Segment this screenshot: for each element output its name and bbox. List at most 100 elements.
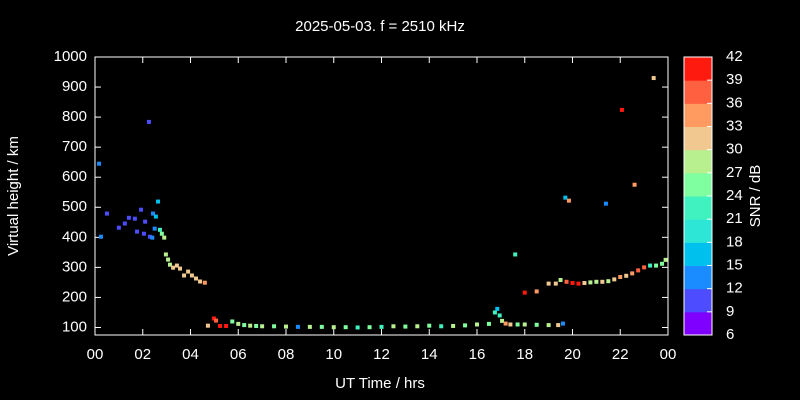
- colorbar-tick-label: 27: [726, 164, 743, 181]
- point: [594, 279, 599, 284]
- point: [603, 201, 608, 206]
- point: [319, 324, 324, 329]
- colorbar-tick-label: 24: [726, 187, 743, 204]
- point: [463, 323, 468, 328]
- x-tick-label: 08: [278, 346, 295, 363]
- y-tick-label: 600: [62, 168, 87, 185]
- point: [391, 324, 396, 329]
- colorbar-band: [684, 172, 712, 197]
- point: [242, 323, 247, 328]
- point: [211, 316, 216, 321]
- point: [284, 324, 288, 329]
- colorbar-band: [684, 196, 712, 220]
- colorbar-band: [684, 219, 712, 243]
- y-tick-label: 400: [62, 228, 87, 245]
- point: [560, 321, 565, 326]
- point: [174, 263, 179, 268]
- point: [198, 279, 203, 284]
- point: [534, 289, 539, 294]
- point: [254, 323, 259, 328]
- point: [177, 266, 182, 271]
- point: [630, 271, 635, 276]
- point: [522, 290, 527, 295]
- y-tick-label: 1000: [54, 48, 87, 65]
- y-tick-label: 800: [62, 108, 87, 125]
- colorbar-band: [684, 57, 712, 81]
- point: [97, 161, 102, 166]
- colorbar-tick-label: 30: [726, 141, 743, 158]
- colorbar-tick-label: 18: [726, 233, 743, 250]
- colorbar-tick-label: 21: [726, 210, 743, 227]
- y-tick-label: 100: [62, 318, 87, 335]
- point: [116, 225, 121, 230]
- point: [636, 268, 641, 273]
- point: [612, 277, 617, 282]
- point: [632, 182, 637, 187]
- point: [331, 325, 336, 330]
- x-tick-label: 00: [660, 346, 677, 363]
- point: [415, 324, 420, 329]
- colorbar-band: [684, 242, 712, 266]
- x-tick-label: 16: [469, 346, 486, 363]
- colorbar-label: SNR / dB: [747, 165, 764, 228]
- point: [660, 261, 665, 266]
- point: [171, 265, 176, 270]
- colorbar-tick-label: 9: [726, 303, 734, 320]
- point: [135, 229, 140, 234]
- point: [534, 322, 539, 327]
- point: [582, 281, 587, 286]
- point: [141, 231, 146, 236]
- point: [224, 323, 229, 328]
- point: [146, 119, 151, 124]
- colorbar-tick-label: 6: [726, 326, 734, 343]
- point: [451, 323, 456, 328]
- point: [236, 321, 241, 326]
- point: [606, 279, 611, 284]
- y-tick-label: 200: [62, 288, 87, 305]
- y-tick-label: 300: [62, 258, 87, 275]
- x-tick-label: 12: [373, 346, 390, 363]
- x-tick-label: 22: [612, 346, 629, 363]
- point: [379, 324, 384, 329]
- colorbar-band: [684, 311, 712, 336]
- point: [159, 231, 164, 236]
- x-tick-label: 20: [564, 346, 581, 363]
- colorbar-band: [684, 80, 712, 104]
- point: [151, 211, 156, 216]
- colorbar-band: [684, 265, 712, 290]
- point: [588, 280, 593, 285]
- point: [205, 323, 210, 328]
- point: [152, 226, 157, 231]
- colorbar-tick-label: 36: [726, 94, 743, 111]
- point: [508, 322, 513, 327]
- colorbar-band: [684, 103, 712, 127]
- point: [486, 321, 491, 326]
- point: [166, 257, 171, 262]
- point: [475, 322, 479, 327]
- y-axis-label: Virtual height / km: [5, 136, 22, 256]
- point: [143, 219, 148, 224]
- point: [122, 221, 127, 226]
- point: [218, 323, 223, 328]
- point: [522, 322, 527, 327]
- colorbar-band: [684, 149, 712, 174]
- point: [663, 257, 668, 262]
- y-tick-label: 500: [62, 198, 87, 215]
- y-tick-label: 900: [62, 78, 87, 95]
- point: [651, 76, 656, 81]
- colorbar-tick-label: 33: [726, 117, 743, 134]
- y-tick-label: 700: [62, 138, 87, 155]
- point: [167, 262, 172, 267]
- point: [162, 235, 167, 240]
- x-tick-label: 10: [325, 346, 342, 363]
- point: [570, 281, 575, 286]
- point: [427, 323, 432, 328]
- point: [272, 324, 277, 329]
- point: [367, 325, 372, 330]
- point: [564, 279, 569, 284]
- point: [563, 195, 568, 200]
- colorbar-tick-label: 39: [726, 71, 743, 88]
- point: [403, 324, 408, 329]
